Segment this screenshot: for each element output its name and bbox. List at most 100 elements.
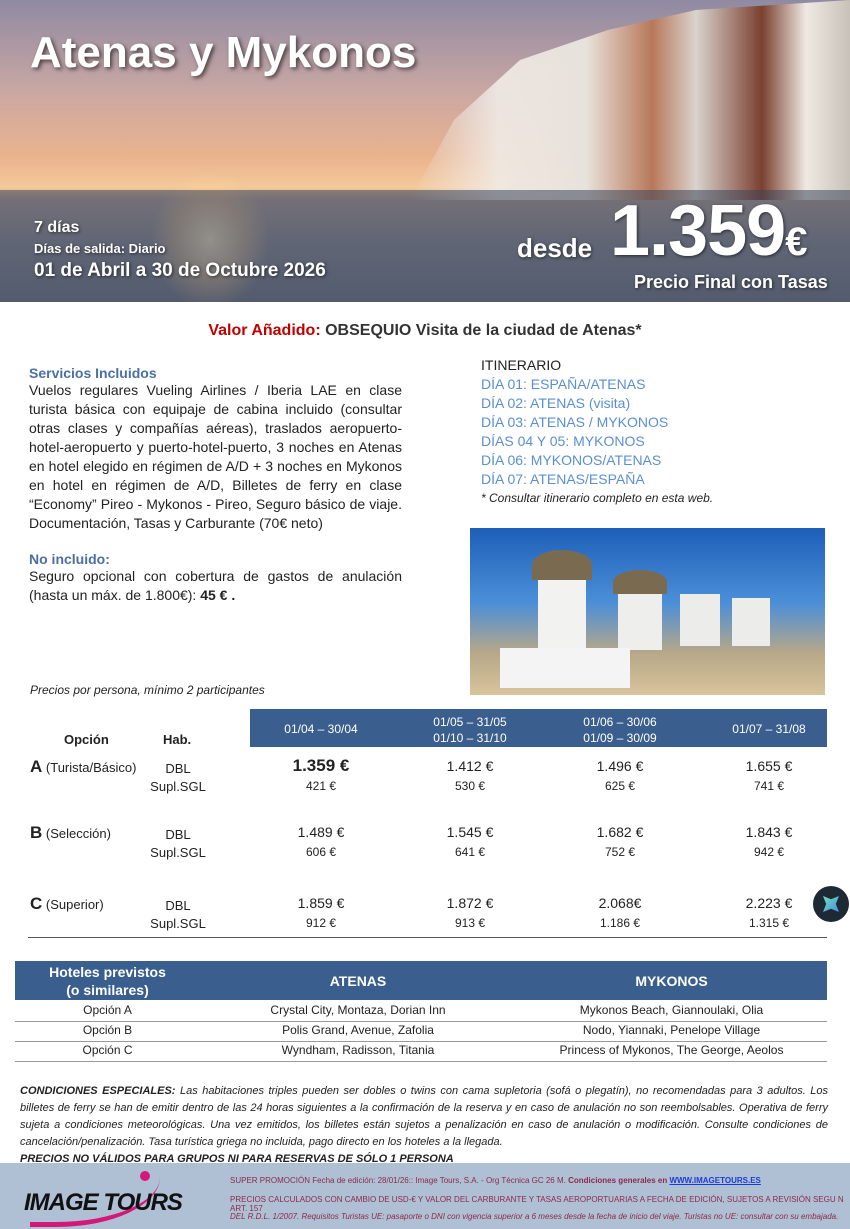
itinerary-day: DÍA 07: ATENAS/ESPAÑA	[481, 471, 645, 487]
price-sgl: 1.186 €	[599, 916, 641, 930]
room-sgl: Supl.SGL	[150, 845, 206, 860]
hero-image: Atenas y Mykonos 7 días Días de salida: …	[0, 0, 850, 302]
option-letter: B	[30, 823, 43, 842]
option-name: (Superior)	[45, 897, 104, 912]
not-included-desc: Seguro opcional con cobertura de gastos …	[29, 568, 402, 603]
hotel-mykonos: Princess of Mykonos, The George, Aeolos	[559, 1043, 784, 1057]
col-option: Opción	[64, 732, 109, 747]
price-dbl: 1.545 €	[446, 824, 494, 840]
price-dbl: 1.655 €	[745, 758, 793, 774]
footer-line1: SUPER PROMOCIÓN Fecha de edición: 28/01/…	[230, 1176, 761, 1185]
room-dbl: DBL	[165, 898, 191, 913]
option-label: C (Superior)	[30, 894, 104, 914]
price-sgl: 752 €	[604, 845, 636, 859]
website-link[interactable]: WWW.IMAGETOURS.ES	[669, 1176, 761, 1185]
hotels-header-line: (o similares)	[66, 982, 149, 998]
not-included-price: 45 € .	[200, 587, 236, 603]
price-dbl: 1.496 €	[596, 758, 644, 774]
option-letter: A	[30, 757, 43, 776]
itinerary-day: DÍAS 04 Y 05: MYKONOS	[481, 433, 645, 449]
room-sgl: Supl.SGL	[150, 916, 206, 931]
hero-price: 1.359€	[610, 190, 807, 272]
option-label: A (Turista/Básico)	[30, 757, 136, 777]
hotels-header: Hoteles previstos (o similares)	[15, 963, 200, 999]
sparkle-icon	[823, 896, 839, 912]
option-name: (Selección)	[45, 826, 111, 841]
col-mykonos: MYKONOS	[635, 973, 708, 989]
conditions-text: Las habitaciones triples pueden ser dobl…	[20, 1085, 828, 1148]
price-sgl: 912 €	[305, 916, 337, 930]
itinerary-day: DÍA 02: ATENAS (visita)	[481, 395, 631, 411]
price-note: Precio Final con Tasas	[634, 272, 828, 292]
col-athens: ATENAS	[329, 973, 387, 989]
price-sgl: 913 €	[454, 916, 486, 930]
not-included-text: Seguro opcional con cobertura de gastos …	[29, 567, 402, 605]
mykonos-town-image	[410, 0, 850, 200]
hotels-header-line: Hoteles previstos	[49, 964, 166, 980]
room-sgl: Supl.SGL	[150, 779, 206, 794]
itinerary-day: DÍA 06: MYKONOS/ATENAS	[481, 452, 662, 468]
prices-header-band	[250, 709, 827, 747]
included-title: Servicios Incluidos	[29, 365, 157, 381]
price-from: desde	[517, 233, 593, 263]
footer: IMAGE TOURS SUPER PROMOCIÓN Fecha de edi…	[0, 1163, 850, 1229]
period-line: 01/09 – 30/09	[583, 731, 657, 745]
option-name: (Turista/Básico)	[45, 760, 137, 775]
windmills-photo	[470, 528, 825, 695]
option-label: B (Selección)	[30, 823, 111, 843]
row-divider	[15, 1041, 827, 1042]
footer-conditions-label: Condiciones generales en	[568, 1176, 668, 1185]
room-dbl: DBL	[165, 761, 191, 776]
price-sgl: 1.315 €	[748, 916, 790, 930]
itinerary-title: ITINERARIO	[481, 357, 562, 373]
period-header: 01/04 – 30/04	[284, 722, 358, 736]
conditions-label: CONDICIONES ESPECIALES:	[20, 1085, 176, 1097]
price-dbl: 1.489 €	[297, 824, 345, 840]
itinerary-note: * Consultar itinerario completo en esta …	[481, 491, 714, 505]
prices-note: Precios por persona, mínimo 2 participan…	[30, 683, 265, 697]
price-dbl: 1.859 €	[297, 895, 345, 911]
period-line: 01/05 – 31/05	[433, 715, 507, 729]
price-dbl: 1.412 €	[446, 758, 494, 774]
special-conditions: CONDICIONES ESPECIALES: Las habitaciones…	[20, 1083, 828, 1168]
hotel-mykonos: Nodo, Yiannaki, Penelope Village	[582, 1023, 761, 1037]
row-divider	[15, 1061, 827, 1062]
added-value-label: Valor Añadido:	[208, 322, 321, 339]
price-dbl: 1.872 €	[446, 895, 494, 911]
duration: 7 días	[34, 219, 80, 236]
period-header: 01/07 – 31/08	[732, 722, 806, 736]
price-dbl: 1.359 €	[292, 756, 350, 775]
price-sgl: 530 €	[454, 779, 486, 793]
travel-dates: 01 de Abril a 30 de Octubre 2026	[34, 260, 326, 281]
price-currency: €	[785, 220, 807, 264]
itinerary-day: DÍA 01: ESPAÑA/ATENAS	[481, 376, 646, 392]
hotel-athens: Polis Grand, Avenue, Zafolia	[282, 1023, 434, 1037]
hero-overlay-band	[0, 190, 850, 302]
footer-line3: DEL R.D.L. 1/2007. Requisitos Turistas U…	[230, 1212, 839, 1221]
col-room: Hab.	[163, 732, 192, 747]
hotel-option: Opción C	[82, 1043, 133, 1057]
floating-assistant-button[interactable]	[813, 886, 849, 922]
footer-line2: PRECIOS CALCULADOS CON CAMBIO DE USD-€ Y…	[230, 1195, 844, 1213]
period-header: 01/05 – 31/05 01/10 – 31/10	[400, 714, 540, 746]
hotel-mykonos: Mykonos Beach, Giannoulaki, Olia	[579, 1003, 764, 1017]
price-sgl: 942 €	[753, 845, 785, 859]
price-sgl: 625 €	[604, 779, 636, 793]
page-title: Atenas y Mykonos	[30, 28, 417, 77]
price-dbl: 2.223 €	[745, 895, 793, 911]
option-letter: C	[30, 894, 43, 913]
departures: Días de salida: Diario	[34, 241, 166, 256]
hotel-athens: Crystal City, Montaza, Dorian Inn	[270, 1003, 446, 1017]
price-dbl: 1.682 €	[596, 824, 644, 840]
not-included-title: No incluido:	[29, 551, 110, 567]
hotels-header-band	[15, 961, 827, 1000]
price-dbl: 2.068€	[598, 895, 642, 911]
hotel-option: Opción B	[82, 1023, 133, 1037]
price-sgl: 741 €	[753, 779, 785, 793]
hotel-athens: Wyndham, Radisson, Titania	[281, 1043, 435, 1057]
added-value-text: OBSEQUIO Visita de la ciudad de Atenas*	[325, 322, 642, 339]
period-line: 01/06 – 30/06	[583, 715, 657, 729]
added-value: Valor Añadido: OBSEQUIO Visita de la ciu…	[0, 322, 850, 340]
footer-edition: SUPER PROMOCIÓN Fecha de edición: 28/01/…	[230, 1176, 566, 1185]
row-divider	[15, 1021, 827, 1022]
